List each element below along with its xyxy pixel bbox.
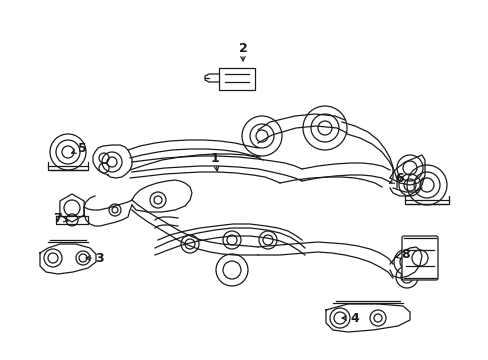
Text: 6: 6	[395, 171, 404, 184]
FancyBboxPatch shape	[401, 236, 437, 280]
Text: 3: 3	[96, 252, 104, 265]
Text: 2: 2	[238, 41, 247, 54]
Text: 8: 8	[401, 248, 409, 261]
Text: 4: 4	[350, 311, 359, 324]
Text: 1: 1	[210, 152, 219, 165]
Text: 5: 5	[78, 141, 86, 154]
Text: 7: 7	[54, 211, 62, 225]
FancyBboxPatch shape	[219, 68, 254, 90]
